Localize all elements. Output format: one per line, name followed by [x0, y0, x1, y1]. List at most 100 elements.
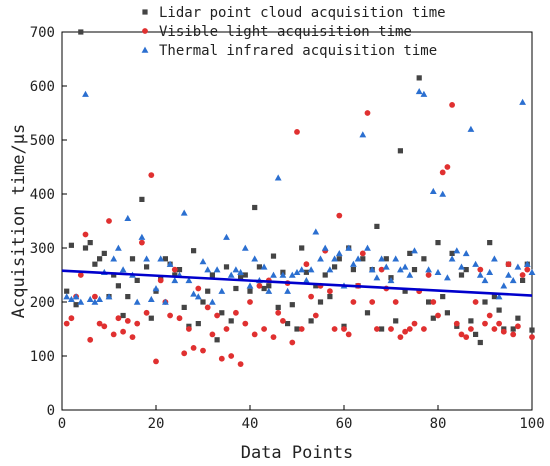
- data-point: [312, 228, 320, 235]
- data-point: [486, 268, 494, 276]
- data-point: [374, 326, 380, 332]
- data-point: [228, 318, 234, 324]
- data-point: [251, 255, 259, 262]
- data-point: [87, 240, 93, 246]
- data-point: [218, 355, 225, 362]
- data-point: [491, 255, 498, 262]
- data-point: [510, 326, 516, 332]
- data-point: [294, 129, 300, 135]
- data-point: [82, 245, 89, 251]
- data-point: [251, 331, 258, 338]
- data-point: [92, 261, 98, 267]
- data-point: [139, 239, 145, 246]
- data-point: [444, 164, 451, 170]
- data-point: [299, 245, 305, 251]
- data-point: [449, 250, 455, 256]
- data-point: [63, 293, 71, 300]
- data-point: [468, 326, 474, 332]
- data-point: [430, 315, 436, 321]
- data-point: [477, 339, 483, 346]
- data-point: [78, 29, 84, 35]
- axes: 0 20 40 60 80 100 0 100 200 300 400 500 600 700: [30, 25, 545, 432]
- data-point: [176, 315, 183, 322]
- data-point: [106, 218, 112, 224]
- x-tick-label: 100: [519, 416, 544, 432]
- data-point: [440, 294, 446, 300]
- data-point: [326, 266, 334, 273]
- data-point: [383, 256, 389, 262]
- data-point: [181, 350, 188, 357]
- data-point: [190, 345, 197, 351]
- data-point: [473, 331, 479, 337]
- data-point: [110, 255, 118, 262]
- data-point: [420, 90, 428, 97]
- data-point: [425, 266, 432, 273]
- data-point: [252, 204, 258, 211]
- data-point: [495, 293, 503, 300]
- data-point: [341, 326, 347, 332]
- data-point: [529, 334, 535, 340]
- data-point: [392, 255, 400, 262]
- data-point: [185, 277, 193, 284]
- data-point: [289, 302, 295, 308]
- data-point: [528, 268, 536, 276]
- data-point: [204, 304, 211, 311]
- data-point: [111, 272, 117, 278]
- legend-label: Lidar point cloud acquisition time: [159, 5, 446, 21]
- data-point: [298, 326, 305, 332]
- data-point: [458, 272, 465, 278]
- data-point: [359, 250, 366, 257]
- y-tick-label: 500: [30, 133, 55, 149]
- data-point: [307, 266, 315, 273]
- data-point: [261, 326, 267, 332]
- data-point: [467, 125, 475, 132]
- x-tick-label: 20: [148, 416, 165, 432]
- data-point: [322, 272, 328, 278]
- data-point: [82, 231, 89, 238]
- data-point: [332, 264, 338, 270]
- data-point: [237, 268, 244, 276]
- y-tick-label: 700: [30, 25, 55, 41]
- data-point: [288, 271, 296, 278]
- data-point: [129, 256, 136, 262]
- trendline-group: [61, 269, 533, 297]
- data-point: [68, 242, 74, 248]
- data-point: [298, 266, 306, 273]
- data-point: [232, 266, 240, 273]
- data-point: [430, 299, 437, 305]
- data-point: [280, 318, 286, 324]
- data-point: [171, 266, 178, 273]
- data-point: [449, 102, 455, 108]
- data-point: [133, 298, 141, 305]
- data-point: [285, 321, 291, 327]
- data-point: [172, 272, 178, 278]
- data-point: [481, 277, 489, 284]
- data-point: [110, 331, 117, 338]
- y-tick-label: 300: [30, 241, 55, 257]
- data-point: [204, 266, 212, 273]
- legend-circle-icon: [142, 28, 148, 34]
- data-point: [313, 283, 319, 289]
- data-point: [444, 310, 450, 316]
- data-point: [429, 187, 437, 195]
- data-point: [289, 339, 296, 346]
- data-point: [387, 277, 395, 284]
- data-point: [270, 334, 277, 340]
- data-point: [453, 320, 460, 327]
- data-point: [520, 277, 526, 283]
- data-point: [115, 283, 121, 289]
- data-point: [515, 323, 521, 330]
- data-point: [63, 320, 70, 327]
- data-point: [87, 336, 94, 343]
- data-point: [101, 323, 108, 330]
- data-point: [312, 312, 319, 319]
- data-point: [482, 299, 488, 305]
- data-point: [124, 318, 131, 324]
- data-point: [317, 299, 324, 305]
- data-point: [265, 287, 273, 294]
- data-point: [227, 271, 235, 278]
- data-point: [64, 288, 70, 294]
- data-point: [284, 287, 291, 294]
- data-point: [194, 293, 202, 300]
- data-point: [261, 285, 267, 292]
